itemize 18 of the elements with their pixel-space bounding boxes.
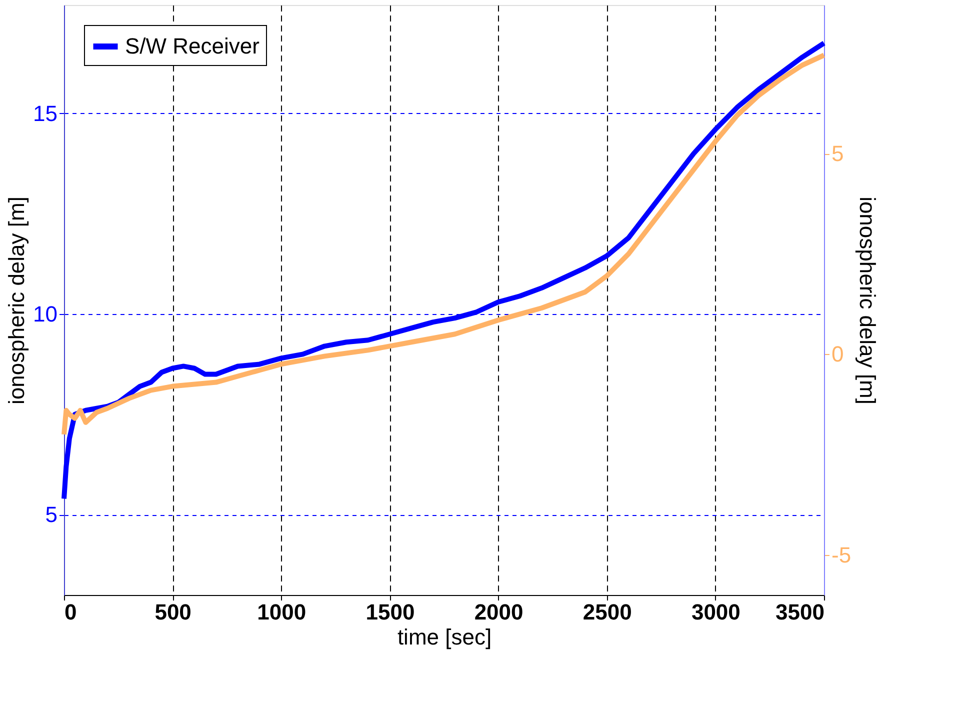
y2-tick-label: 5 <box>832 141 844 166</box>
x-tick-label: 3500 <box>776 600 824 624</box>
y2-axis-title: ionospheric delay [m] <box>855 196 880 404</box>
x-tick-label: 2500 <box>582 600 632 624</box>
x-tick-label: 2000 <box>474 600 524 624</box>
y-tick-label: 10 <box>33 302 58 327</box>
legend-label: S/W Receiver <box>125 34 260 58</box>
y-tick-label: 5 <box>45 502 58 528</box>
y-tick-label: 15 <box>33 100 58 126</box>
y2-tick-label: 0 <box>832 342 844 367</box>
x-axis-title: time [sec] <box>397 624 492 650</box>
x-tick-label: 1000 <box>257 600 306 624</box>
y-axis-title: ionospheric delay [m] <box>4 196 30 404</box>
y2-tick-label: -5 <box>832 542 852 568</box>
x-tick-label: 1500 <box>366 600 415 624</box>
x-tick-label: 3000 <box>691 600 740 624</box>
x-tick-label: 0 <box>64 600 77 624</box>
x-tick-label: 500 <box>154 600 192 624</box>
